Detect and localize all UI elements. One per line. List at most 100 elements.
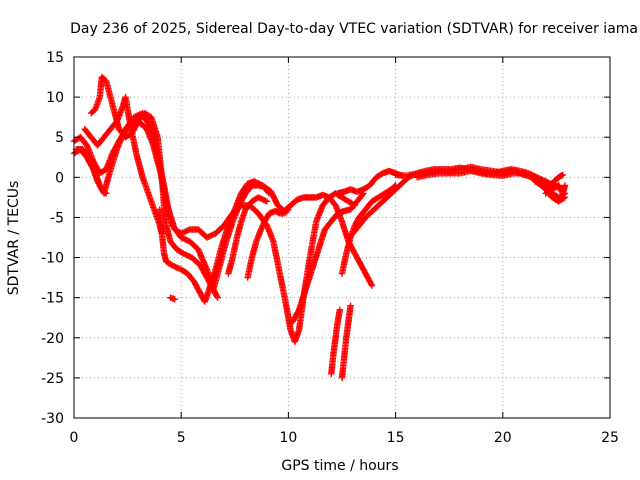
data-trail	[95, 135, 107, 148]
data-trail	[249, 239, 260, 260]
data-trail	[89, 106, 98, 116]
data-point	[171, 296, 178, 303]
data-trail	[229, 235, 240, 260]
data-trail	[84, 155, 96, 172]
data-trail	[556, 172, 565, 180]
data-trail	[154, 135, 165, 179]
data-trail	[340, 195, 351, 204]
chart-title: Day 236 of 2025, Sidereal Day-to-day VTE…	[70, 21, 638, 37]
data-trail	[372, 199, 385, 212]
data-point	[255, 194, 262, 201]
data-trail	[191, 279, 203, 296]
data-trail	[181, 251, 194, 261]
data-trail	[185, 271, 197, 284]
data-trail	[175, 247, 186, 256]
data-trail	[306, 219, 320, 260]
y-tick-label: 5	[55, 130, 64, 146]
data-trail	[163, 223, 174, 244]
y-tick-label: 0	[55, 170, 64, 186]
data-trail	[352, 215, 362, 228]
data-trail	[139, 175, 154, 204]
plot-frame	[73, 56, 611, 419]
data-trail	[260, 211, 272, 228]
data-trail	[234, 219, 244, 240]
data-trail	[99, 74, 109, 84]
data-trail	[264, 223, 276, 244]
data-trail	[330, 336, 339, 356]
data-trail	[217, 239, 229, 268]
data-trail	[230, 203, 242, 224]
data-trail	[82, 127, 94, 140]
data-trail	[343, 235, 354, 256]
y-tick-label: -10	[41, 251, 64, 267]
data-trail	[99, 187, 109, 196]
data-point	[102, 190, 110, 197]
y-tick-label: -25	[41, 371, 64, 387]
data-trail	[179, 235, 192, 244]
y-tick-label: -20	[41, 331, 64, 347]
x-tick-label: 0	[70, 430, 79, 446]
data-trail	[270, 239, 283, 276]
data-trail	[352, 251, 364, 268]
data-trail	[556, 195, 567, 204]
data-trail	[309, 247, 322, 272]
series-track-03	[87, 73, 219, 297]
data-trail	[374, 170, 385, 180]
data-trail	[365, 275, 375, 288]
data-trail	[341, 336, 350, 360]
data-trail	[243, 183, 255, 196]
data-trail	[142, 110, 154, 120]
data-trail	[170, 263, 183, 273]
data-trail	[273, 208, 282, 216]
data-trail	[339, 356, 348, 380]
data-point	[285, 206, 292, 213]
data-trail	[78, 147, 90, 160]
data-trail	[195, 247, 210, 272]
data-trail	[389, 183, 402, 196]
data-trail	[348, 199, 360, 212]
data-trail	[205, 231, 218, 240]
data-trail	[543, 187, 554, 196]
y-tick-label: -5	[50, 210, 64, 226]
data-trail	[370, 195, 381, 204]
data-trail	[328, 352, 337, 376]
data-trail	[187, 239, 201, 252]
data-trail	[288, 197, 300, 208]
data-trail	[253, 223, 266, 244]
data-trail	[329, 211, 340, 224]
data-trail	[168, 239, 180, 252]
series-track-01	[70, 117, 221, 301]
data-trail	[350, 223, 362, 236]
data-trail	[148, 115, 161, 139]
data-trail	[276, 271, 290, 308]
data-trail	[223, 219, 236, 244]
data-trail	[105, 147, 120, 180]
data-point	[263, 198, 271, 205]
data-trail	[126, 119, 140, 155]
data-trail	[543, 179, 553, 188]
data-trail	[339, 251, 350, 276]
x-tick-label: 5	[177, 430, 186, 446]
data-trail	[256, 194, 269, 204]
data-trail	[168, 295, 177, 302]
data-trail	[380, 191, 394, 204]
data-trail	[210, 263, 223, 292]
series-track-14	[338, 182, 399, 277]
series-track-19	[531, 171, 567, 189]
data-trail	[282, 207, 291, 216]
y-tick-label: 10	[46, 90, 64, 106]
series-track-18	[413, 167, 569, 205]
data-trail	[363, 199, 375, 212]
data-trail	[389, 183, 398, 192]
data-trail	[358, 263, 371, 280]
data-trail	[302, 267, 315, 292]
data-point	[180, 250, 187, 257]
data-trail	[363, 207, 377, 220]
data-point	[203, 234, 211, 241]
data-point	[336, 306, 344, 313]
data-trail	[361, 183, 372, 192]
data-trail	[376, 191, 387, 200]
data-point	[368, 282, 376, 289]
y-tick-label: 15	[46, 50, 64, 66]
